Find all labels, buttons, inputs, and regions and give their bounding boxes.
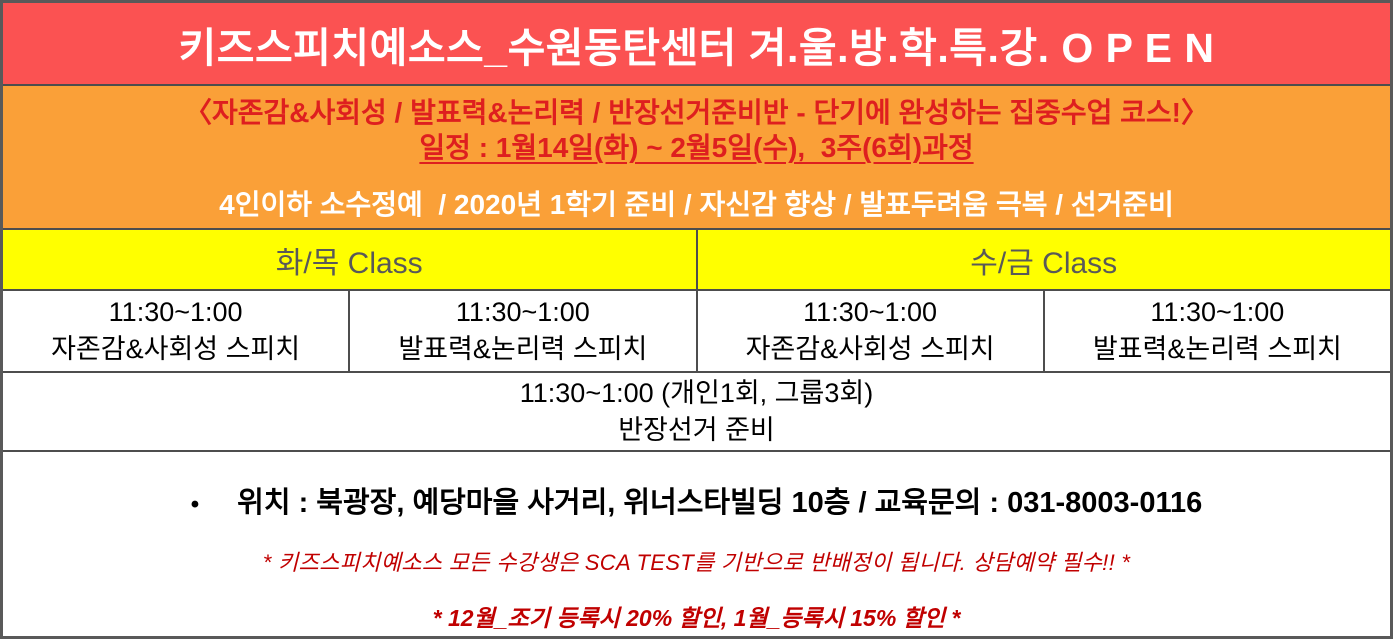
schedule-class-name: 자존감&사회성 스피치	[51, 334, 301, 364]
class-header-row: 화/목 Class 수/금 Class	[3, 230, 1390, 291]
schedule-class-name: 자존감&사회성 스피치	[745, 334, 995, 364]
course-list-line: 〈자존감&사회성 / 발표력&논리력 / 반장선거준비반 - 단기에 완성하는 …	[184, 97, 1209, 128]
sca-test-note: * 키즈스피치예소스 모든 수강생은 SCA TEST를 기반으로 반배정이 됩…	[262, 550, 1131, 575]
class-header-tue-thu: 화/목 Class	[3, 230, 698, 289]
schedule-time: 11:30~1:00	[108, 297, 243, 327]
schedule-date-line: 일정 : 1월14일(화) ~ 2월5일(수), 3주(6회)과정	[419, 132, 974, 163]
schedule-class-name: 발표력&논리력 스피치	[1092, 334, 1342, 364]
schedule-cell-2: 11:30~1:00 발표력&논리력 스피치	[350, 291, 698, 371]
election-prep-row: 11:30~1:00 (개인1회, 그룹3회) 반장선거 준비	[3, 373, 1390, 452]
schedule-row: 11:30~1:00 자존감&사회성 스피치 11:30~1:00 발표력&논리…	[3, 291, 1390, 373]
discount-note: * 12월_조기 등록시 20% 할인, 1월_등록시 15% 할인 *	[432, 605, 961, 631]
schedule-class-name: 발표력&논리력 스피치	[398, 334, 648, 364]
schedule-time: 11:30~1:00	[1150, 297, 1285, 327]
schedule-time: 11:30~1:00	[455, 297, 590, 327]
election-prep-time: 11:30~1:00 (개인1회, 그룹3회)	[519, 377, 874, 408]
intro-section: 〈자존감&사회성 / 발표력&논리력 / 반장선거준비반 - 단기에 완성하는 …	[3, 86, 1390, 230]
location-text: 위치 : 북광장, 예당마을 사거리, 위너스타빌딩 10층 / 교육문의 : …	[237, 487, 1203, 519]
bullet-icon: •	[190, 491, 200, 518]
footer-section: • 위치 : 북광장, 예당마을 사거리, 위너스타빌딩 10층 / 교육문의 …	[3, 452, 1390, 636]
page-title: 키즈스피치예소스_수원동탄센터 겨.울.방.학.특.강. O P E N	[178, 24, 1215, 71]
class-header-wed-fri: 수/금 Class	[970, 246, 1118, 280]
title-banner: 키즈스피치예소스_수원동탄센터 겨.울.방.학.특.강. O P E N	[3, 3, 1390, 86]
schedule-cell-3: 11:30~1:00 자존감&사회성 스피치	[698, 291, 1045, 371]
election-prep-name: 반장선거 준비	[618, 414, 775, 445]
feature-line: 4인이하 소수정예 / 2020년 1학기 준비 / 자신감 향상 / 발표두려…	[219, 189, 1174, 220]
schedule-time: 11:30~1:00	[803, 297, 938, 327]
location-line: • 위치 : 북광장, 예당마을 사거리, 위너스타빌딩 10층 / 교육문의 …	[191, 479, 1203, 521]
schedule-cell-4: 11:30~1:00 발표력&논리력 스피치	[1045, 291, 1390, 371]
schedule-cell-1: 11:30~1:00 자존감&사회성 스피치	[3, 291, 351, 371]
